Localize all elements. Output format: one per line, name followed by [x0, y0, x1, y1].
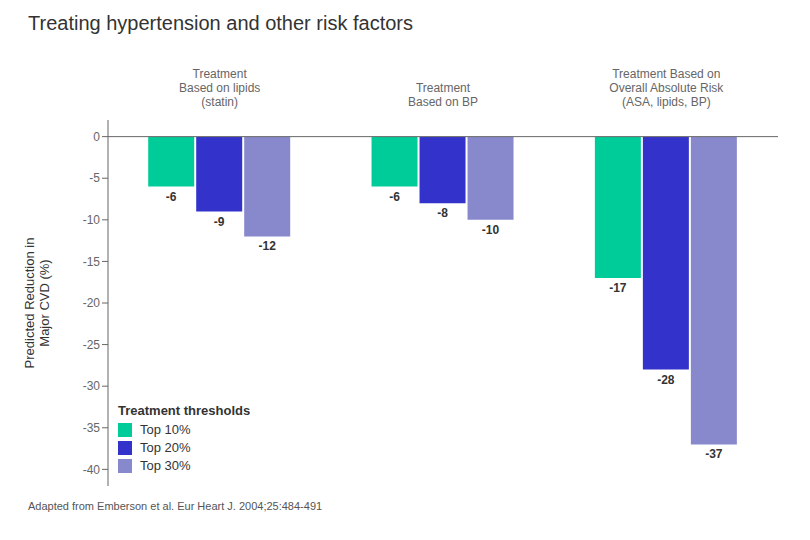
svg-text:Predicted Reduction inMajor CV: Predicted Reduction inMajor CVD (%)	[22, 238, 52, 369]
svg-text:-40: -40	[83, 463, 101, 477]
html-text:Top 30%: Top 30%	[140, 458, 191, 473]
svg-text:-8: -8	[437, 206, 448, 220]
svg-text:-35: -35	[83, 421, 101, 435]
html-text:Treating hypertension and othe: Treating hypertension and other risk fac…	[28, 12, 413, 34]
svg-text:-10: -10	[83, 213, 101, 227]
svg-text:-37: -37	[705, 447, 723, 461]
html-text:Top 10%: Top 10%	[140, 422, 191, 437]
html-text:Top 20%: Top 20%	[140, 440, 191, 455]
svg-text:-17: -17	[609, 281, 627, 295]
html-text:Adapted from Emberson et al. E: Adapted from Emberson et al. Eur Heart J…	[28, 500, 323, 512]
svg-text:-15: -15	[83, 255, 101, 269]
svg-text:-6: -6	[166, 190, 177, 204]
svg-text:-10: -10	[482, 223, 500, 237]
svg-text:-12: -12	[259, 239, 277, 253]
html-text:Treatment thresholds: Treatment thresholds	[118, 403, 251, 418]
svg-text:-9: -9	[214, 215, 225, 229]
svg-text:-5: -5	[89, 171, 100, 185]
svg-text:0: 0	[93, 130, 100, 144]
svg-text:-20: -20	[83, 296, 101, 310]
svg-text:TreatmentBased on lipids(stati: TreatmentBased on lipids(statin)	[179, 67, 260, 109]
svg-text:-25: -25	[83, 338, 101, 352]
svg-text:Treatment Based onOverall Abso: Treatment Based onOverall Absolute Risk(…	[609, 67, 724, 109]
svg-text:-28: -28	[657, 373, 675, 387]
svg-text:-6: -6	[389, 190, 400, 204]
svg-text:TreatmentBased on BP: TreatmentBased on BP	[408, 81, 478, 109]
svg-text:-30: -30	[83, 379, 101, 393]
